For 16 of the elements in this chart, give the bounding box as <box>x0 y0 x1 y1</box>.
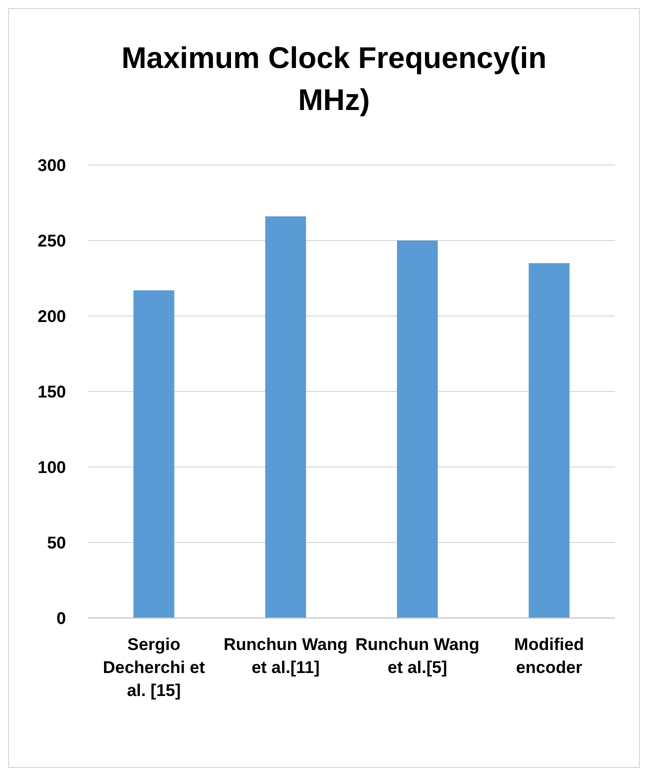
bar <box>265 216 306 618</box>
y-tick-label: 250 <box>38 231 66 250</box>
x-tick-label: Runchun Wang et al.[5] <box>355 635 480 677</box>
y-tick-label: 300 <box>38 156 66 175</box>
bar <box>528 263 570 618</box>
x-tick-label: Modified encoder <box>514 635 584 677</box>
chart-title: Maximum Clock Frequency(in MHz) <box>121 42 547 117</box>
y-tick-label: 200 <box>38 306 66 326</box>
y-tick-label: 50 <box>47 533 66 552</box>
x-tick-label: Runchun Wang et al.[11] <box>224 635 348 677</box>
x-tick-label: Sergio Decherchi et al. [15] <box>102 635 206 700</box>
y-tick-label: 100 <box>38 458 66 477</box>
y-tick-label: 150 <box>38 382 66 402</box>
bar <box>133 290 174 618</box>
bar <box>396 240 438 618</box>
y-tick-label: 0 <box>56 608 66 628</box>
